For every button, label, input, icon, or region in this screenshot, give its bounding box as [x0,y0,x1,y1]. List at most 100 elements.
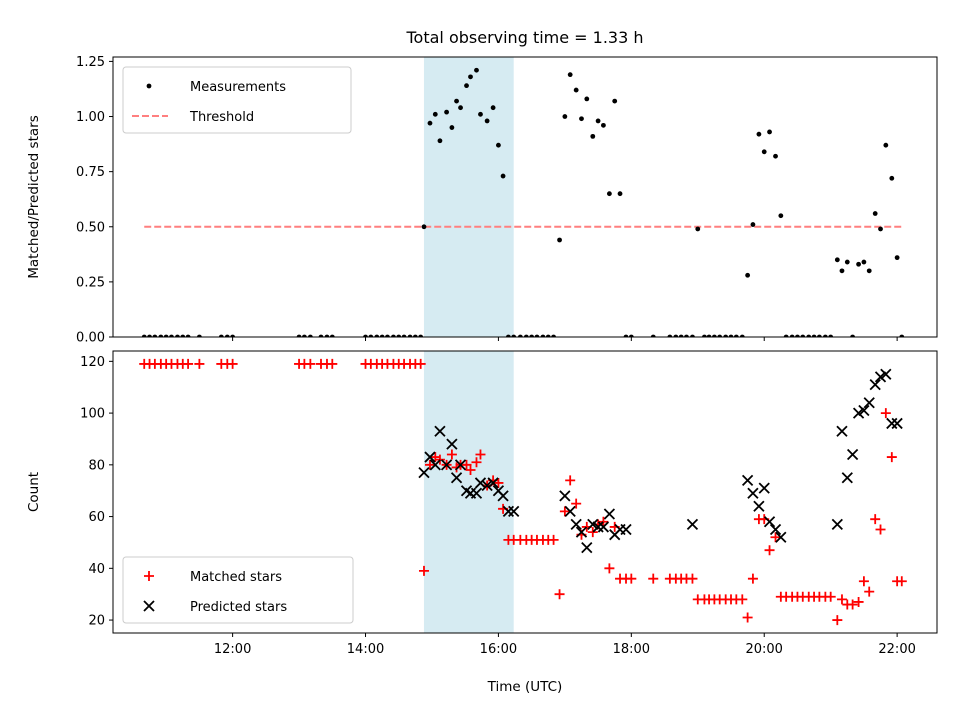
measurement-point [363,334,368,337]
measurement-point [318,334,324,337]
matched-point [554,589,565,600]
matched-point [183,358,194,369]
matched-point [687,573,698,584]
y-tick-label: 20 [88,614,105,629]
measurement-point [484,118,490,124]
matched-point [836,594,847,605]
predicted-point [434,425,446,437]
shaded-span [423,57,514,337]
measurement-point [601,122,606,128]
ratio-panel: 0.00 0.25 0.50 0.75 1.00 1.25 Matched/Predicte… [26,55,938,346]
matched-point [648,573,659,584]
measurement-point [702,334,707,337]
series-matched-stars [139,358,907,626]
measurement-point [196,334,202,337]
measurement-point [218,334,224,337]
measurement-point [878,226,883,232]
predicted-point [564,505,576,518]
matched-point [626,573,637,584]
measurement-point [850,334,856,337]
measurement-point [899,334,905,337]
matched-point [424,459,435,470]
measurement-point [811,334,817,337]
matched-point [598,516,609,527]
measurement-point [169,334,174,337]
matched-point [737,594,748,605]
predicted-point [446,438,458,450]
y-tick-label: 1.25 [76,55,105,70]
measurement-point [573,87,579,93]
measurement-point [296,334,302,337]
measurement-point [883,142,889,148]
matched-point [548,534,559,545]
measurement-point [523,334,529,337]
matched-point [493,477,504,488]
predicted-point [497,490,509,502]
measurement-point [444,109,449,115]
predicted-point [418,466,430,479]
measurement-point [391,334,396,337]
measurement-point [163,334,169,337]
predicted-point [763,516,776,528]
predicted-point [758,482,770,494]
measurement-point [175,334,180,337]
measurement-point [739,334,745,337]
matched-point [461,459,472,470]
x-tick-label: 18:00 [613,642,650,657]
measurement-point [490,105,496,111]
measurement-point [733,334,739,337]
x-tick-label: 20:00 [745,642,782,657]
measurement-point [324,334,330,337]
matched-point [559,506,570,517]
measurement-point [684,334,689,337]
measurement-point [844,259,850,265]
measurement-point [437,138,443,144]
matched-point [847,599,858,610]
predicted-point [508,505,520,518]
measurement-point [717,334,723,337]
legend: Matched stars Predicted stars [122,556,354,624]
data-points [141,67,905,337]
predicted-point [858,404,870,417]
matched-point [587,527,598,538]
measurement-point [889,175,895,181]
measurement-point [551,334,556,337]
predicted-point [775,531,787,543]
measurement-point [401,334,407,337]
predicted-point [846,448,859,461]
measurement-point [750,222,756,227]
predicted-point [559,490,571,502]
matched-point [747,573,758,584]
measurement-point [795,334,800,337]
y-tick-label: 80 [88,458,105,473]
measurement-point [678,334,684,337]
measurement-point [894,255,900,261]
measurement-point [695,226,701,232]
y-tick-label: 0.00 [76,331,105,346]
matched-point [896,576,907,587]
y-axis-label: Count [26,472,42,512]
predicted-point [831,518,843,530]
measurement-point [496,142,501,148]
measurement-point [562,114,568,119]
matched-point [465,465,476,476]
x-tick-label: 12:00 [214,642,251,657]
y-tick-label: 60 [88,510,105,525]
measurement-point [224,334,230,337]
matched-point [327,358,338,369]
predicted-point [880,368,892,380]
predicted-point [429,459,441,471]
measurement-point [617,191,623,197]
legend-label: Threshold [189,110,254,125]
measurement-point [427,120,433,126]
legend-marker-measurements [146,83,152,89]
measurement-point [606,191,612,197]
series-predicted-stars [418,368,903,554]
measurement-point [673,334,679,337]
measurement-point [706,334,712,337]
matched-point [446,449,457,460]
predicted-point [575,526,588,538]
legend-label: Predicted stars [190,600,287,615]
x-axis-label: Time (UTC) [487,679,563,695]
